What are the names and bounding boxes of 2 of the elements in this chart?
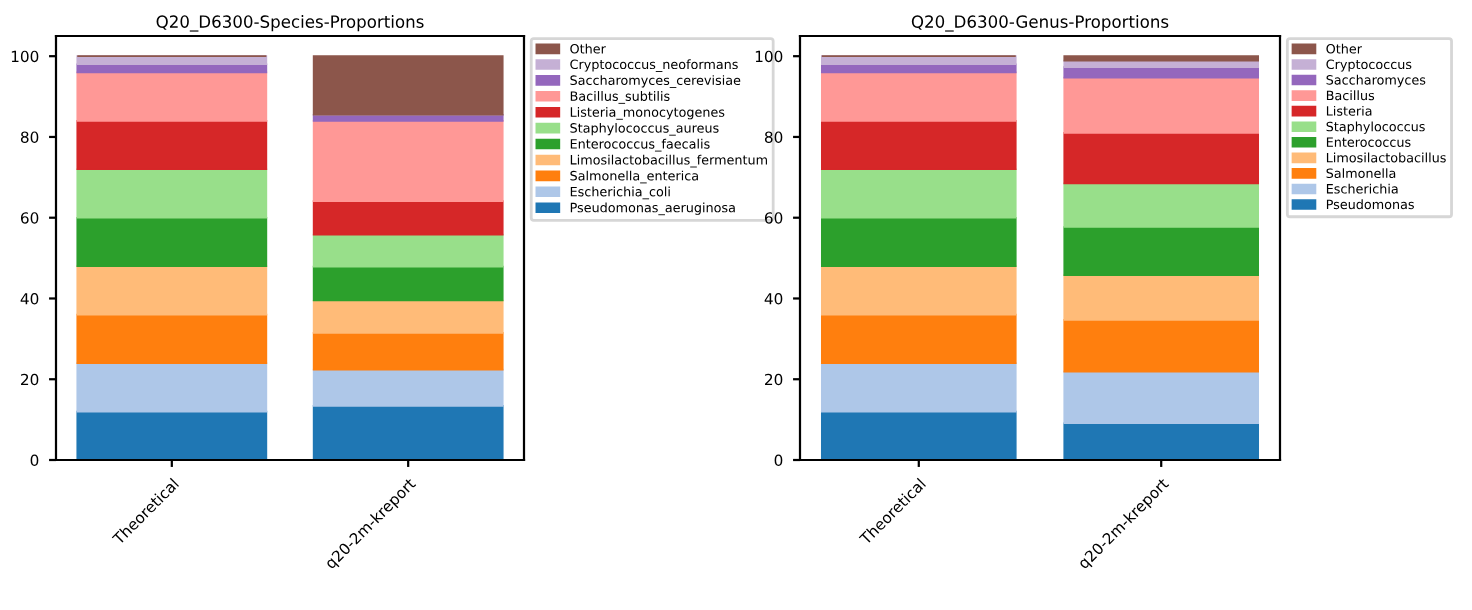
- chart-title: Q20_D6300-Genus-Proportions: [911, 15, 1169, 32]
- chart-title: Q20_D6300-Species-Proportions: [156, 15, 424, 32]
